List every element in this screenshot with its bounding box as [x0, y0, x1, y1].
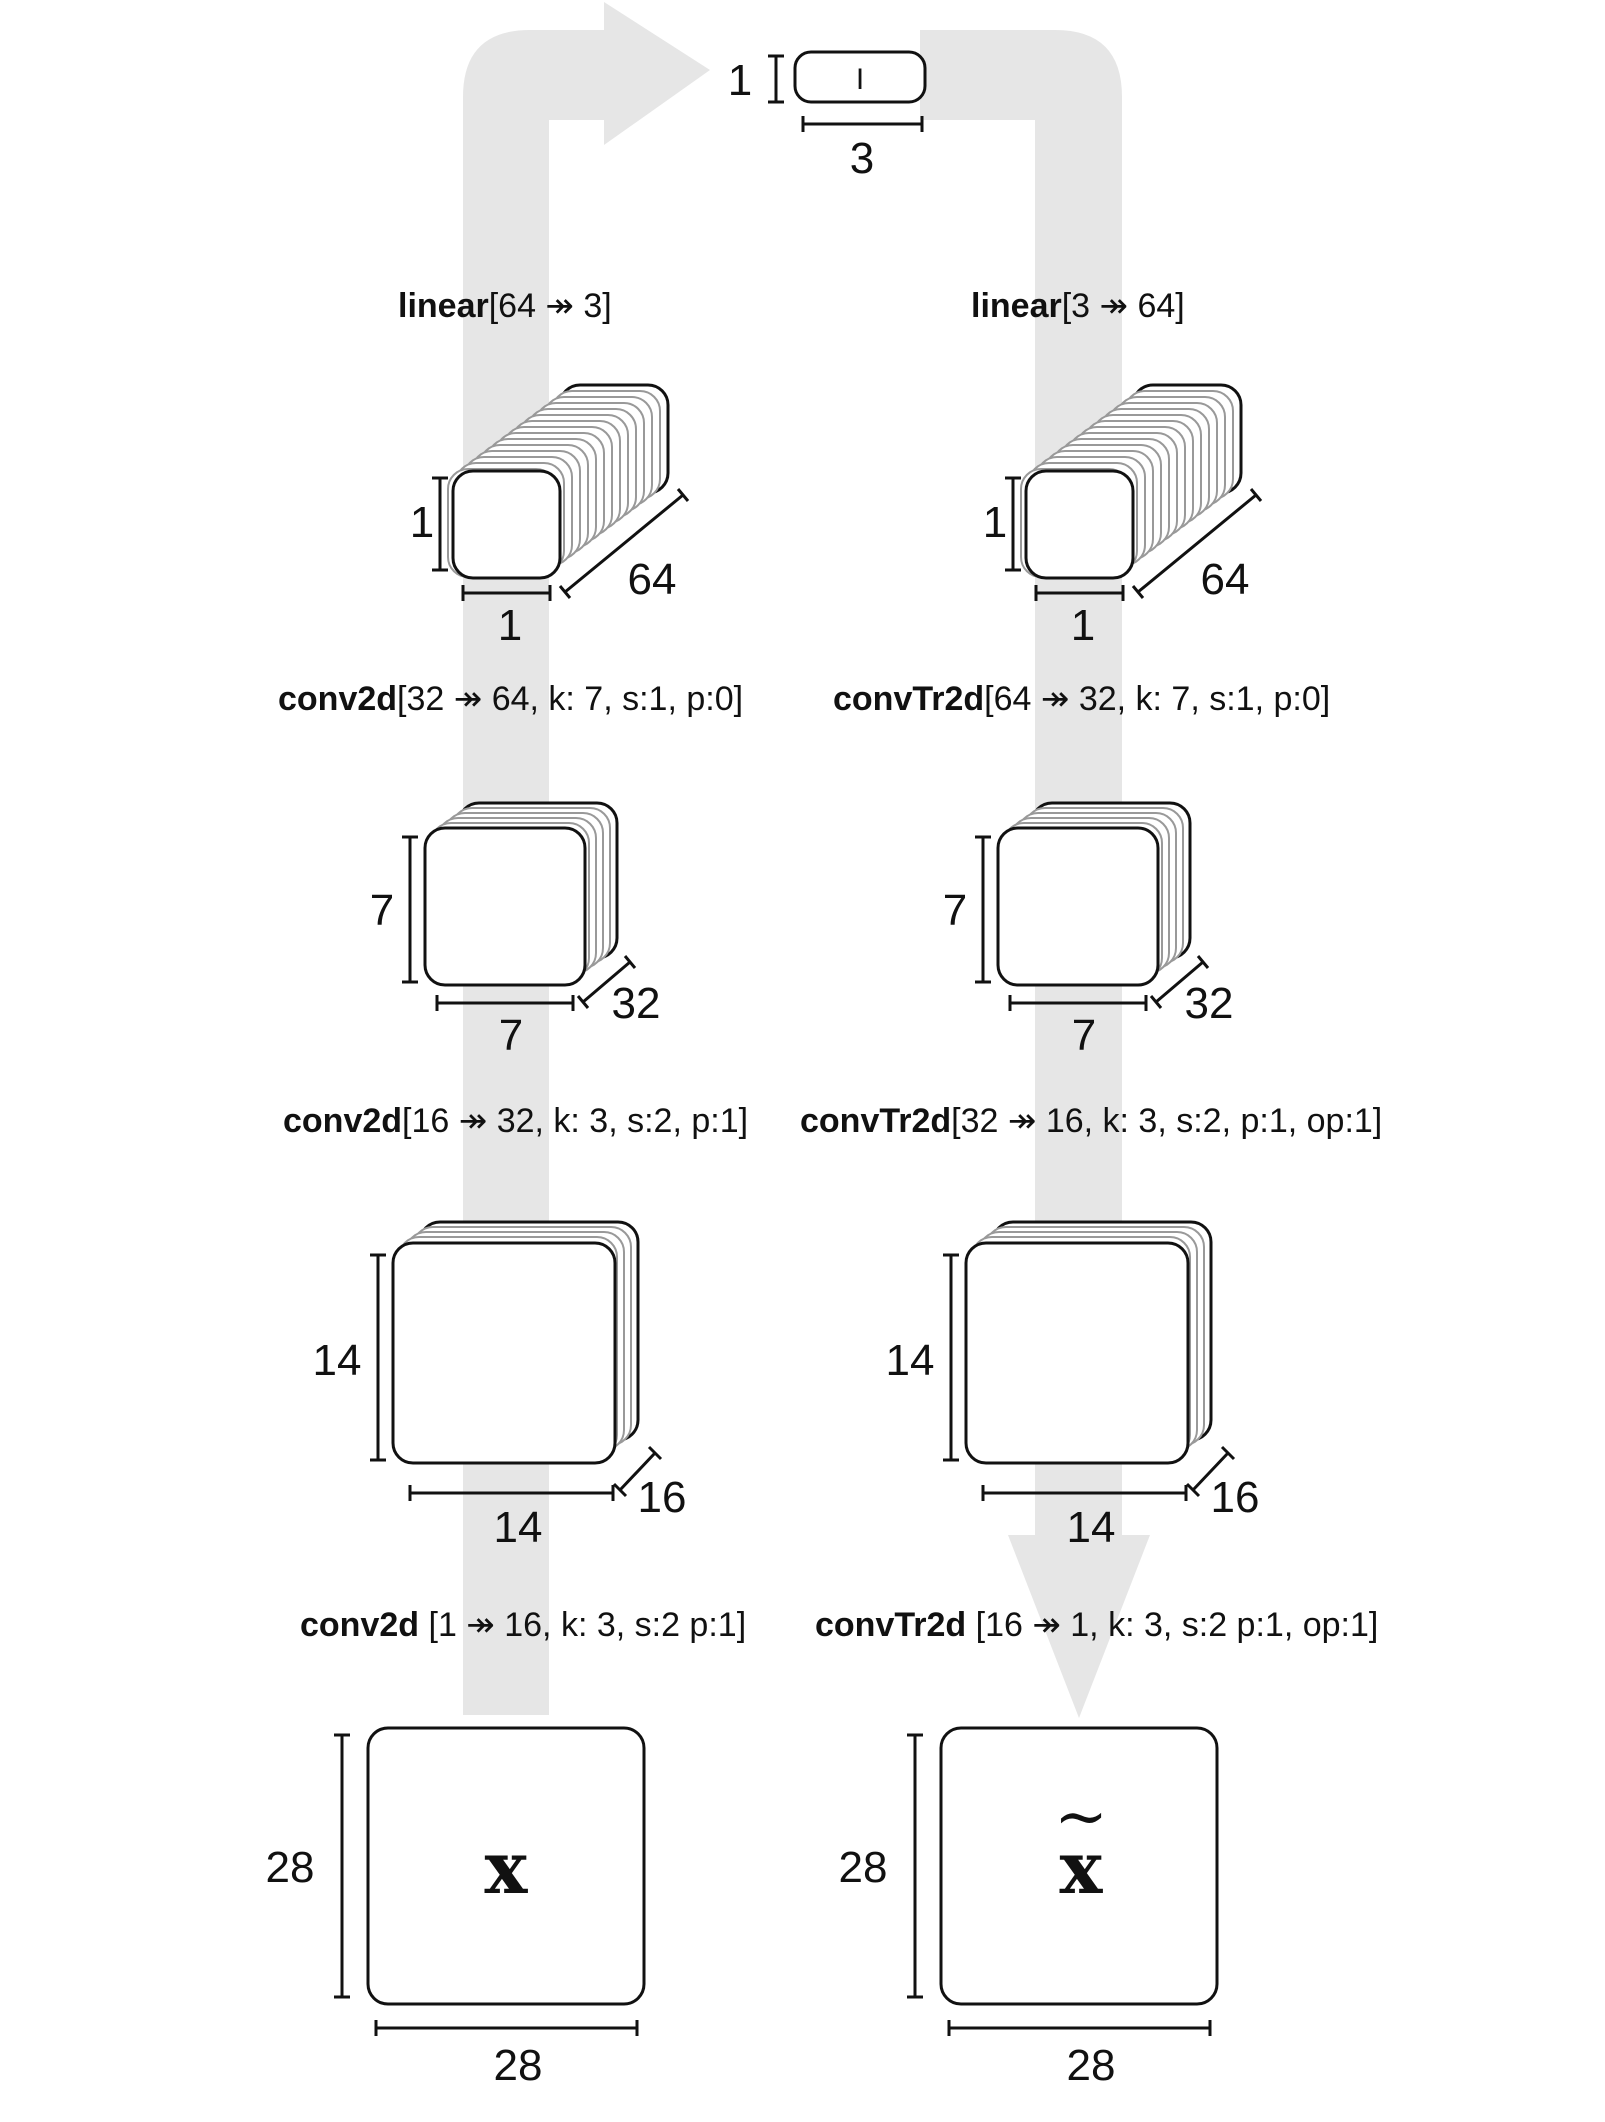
width-label: 1 [498, 601, 522, 650]
decoder-output-image: ~ x 28 28 [839, 1726, 1219, 2090]
layer-args: [1 ↠ 16, k: 3, s:2 p:1] [419, 1606, 746, 1644]
decoder-block-64: 1 1 64 [983, 383, 1263, 650]
depth-label: 16 [1211, 1473, 1260, 1522]
height-label: 28 [266, 1843, 315, 1892]
width-label: 14 [494, 1503, 543, 1552]
layer-name: conv2d [300, 1606, 419, 1644]
width-label: 28 [494, 2041, 543, 2090]
width-bracket [1008, 995, 1148, 1011]
block-front-face [391, 1241, 617, 1465]
decoder-layer-label-4: linear[3 ↠ 64] [971, 287, 1185, 325]
layer-args: [3 ↠ 64] [1062, 287, 1185, 325]
encoder: linear[64 ↠ 3] conv2d[32 ↠ 64, k: 7, s:1… [266, 287, 749, 2090]
latent-width-bracket [801, 116, 924, 132]
width-bracket [408, 1485, 615, 1501]
height-bracket [1005, 476, 1021, 572]
height-bracket [975, 835, 991, 984]
width-label: 7 [1072, 1011, 1096, 1060]
latent-height-label: 1 [728, 56, 752, 105]
width-bracket [461, 585, 552, 601]
latent-vector: I 1 3 [728, 50, 927, 183]
layer-args: [16 ↠ 32, k: 3, s:2, p:1] [402, 1102, 748, 1140]
latent-height-bracket [768, 54, 784, 104]
height-bracket [432, 476, 448, 572]
depth-bracket [612, 1445, 663, 1498]
block-front-face [423, 826, 587, 987]
encoder-layer-label-4: linear[64 ↠ 3] [398, 287, 612, 325]
layer-args: [64 ↠ 32, k: 7, s:1, p:0] [984, 680, 1330, 718]
decoder-block-32: 7 7 32 [943, 801, 1234, 1060]
layer-args: [64 ↠ 3] [489, 287, 612, 325]
encoder-layer-label-1: conv2d [1 ↠ 16, k: 3, s:2 p:1] [300, 1606, 746, 1644]
depth-label: 64 [1201, 555, 1250, 604]
encoder-layer-label-2: conv2d[16 ↠ 32, k: 3, s:2, p:1] [283, 1102, 748, 1140]
block-front-face [996, 826, 1160, 987]
encoder-input-image: x 28 28 [266, 1726, 646, 2090]
width-bracket [981, 1485, 1188, 1501]
output-tilde: ~ [1054, 1780, 1108, 1854]
layer-name: conv2d [283, 1102, 402, 1140]
layer-args: [32 ↠ 16, k: 3, s:2, p:1, op:1] [951, 1102, 1382, 1140]
depth-label: 64 [628, 555, 677, 604]
height-label: 28 [839, 1843, 888, 1892]
height-bracket [370, 1253, 386, 1462]
block-front-face [1024, 469, 1135, 580]
encoder-block-64: 1 1 64 [410, 383, 690, 650]
depth-bracket [1185, 1445, 1236, 1498]
layer-name: linear [398, 287, 489, 325]
block-front-face [964, 1241, 1190, 1465]
encoder-block-32: 7 7 32 [370, 801, 661, 1060]
decoder-block-16: 14 14 16 [886, 1220, 1260, 1552]
height-bracket [334, 1733, 350, 1999]
layer-name: conv2d [278, 680, 397, 718]
input-symbol: x [485, 1825, 529, 1910]
width-label: 7 [499, 1011, 523, 1060]
output-box [939, 1726, 1219, 2006]
width-bracket [1034, 585, 1125, 601]
latent-glyph: I [856, 63, 864, 96]
width-label: 28 [1067, 2041, 1116, 2090]
depth-label: 32 [612, 979, 661, 1028]
layer-name: convTr2d [815, 1606, 966, 1644]
encoder-block-16: 14 14 16 [313, 1220, 687, 1552]
height-bracket [907, 1733, 923, 1999]
input-box [366, 1726, 646, 2006]
layer-args: [16 ↠ 1, k: 3, s:2 p:1, op:1] [966, 1606, 1378, 1644]
width-bracket [947, 2020, 1212, 2036]
width-label: 14 [1067, 1503, 1116, 1552]
depth-bracket [558, 488, 690, 599]
output-symbol: x [1060, 1825, 1104, 1910]
latent-width-label: 3 [850, 134, 874, 183]
block-front-face [451, 469, 562, 580]
depth-label: 16 [638, 1473, 687, 1522]
depth-bracket [576, 955, 637, 1009]
layer-name: convTr2d [833, 680, 984, 718]
width-bracket [374, 2020, 639, 2036]
decoder-layer-label-1: convTr2d [16 ↠ 1, k: 3, s:2 p:1, op:1] [815, 1606, 1378, 1644]
depth-bracket [1131, 488, 1263, 599]
decoder-layer-label-2: convTr2d[32 ↠ 16, k: 3, s:2, p:1, op:1] [800, 1102, 1382, 1140]
width-bracket [435, 995, 575, 1011]
layer-name: linear [971, 287, 1062, 325]
depth-bracket [1149, 955, 1210, 1009]
latent-box [793, 50, 927, 104]
layer-args: [32 ↠ 64, k: 7, s:1, p:0] [397, 680, 743, 718]
height-bracket [402, 835, 418, 984]
height-label: 1 [410, 498, 434, 547]
height-bracket [943, 1253, 959, 1462]
height-label: 1 [983, 498, 1007, 547]
decoder-layer-label-3: convTr2d[64 ↠ 32, k: 7, s:1, p:0] [833, 680, 1330, 718]
encoder-layer-label-3: conv2d[32 ↠ 64, k: 7, s:1, p:0] [278, 680, 743, 718]
layer-name: convTr2d [800, 1102, 951, 1140]
depth-label: 32 [1185, 979, 1234, 1028]
height-label: 14 [886, 1336, 935, 1385]
height-label: 7 [943, 886, 967, 935]
height-label: 7 [370, 886, 394, 935]
height-label: 14 [313, 1336, 362, 1385]
decoder: linear[3 ↠ 64] convTr2d[64 ↠ 32, k: 7, s… [800, 287, 1382, 2090]
width-label: 1 [1071, 601, 1095, 650]
